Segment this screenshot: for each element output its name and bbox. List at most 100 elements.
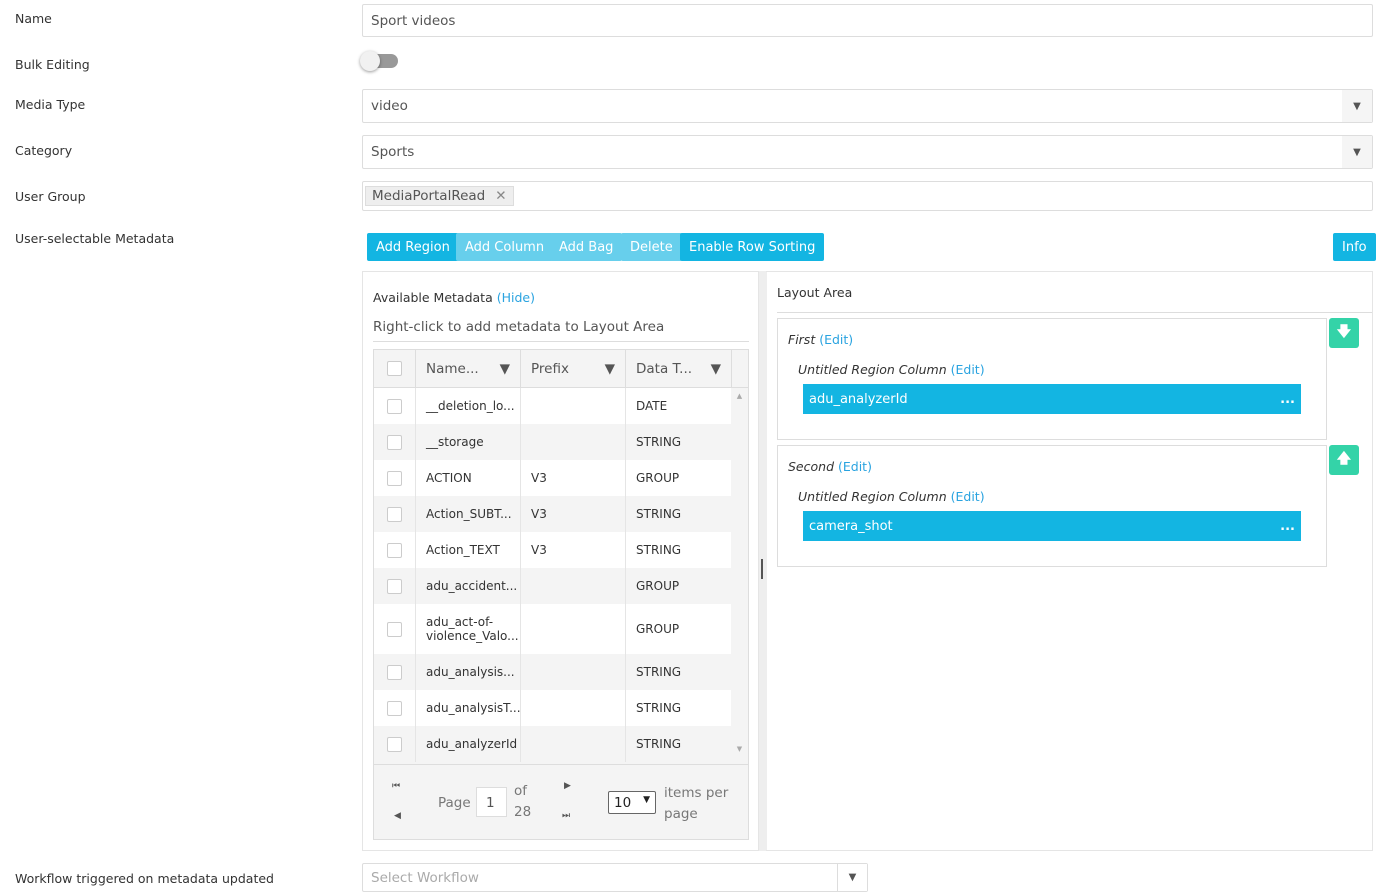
cell-data-type: STRING	[636, 507, 682, 521]
table-row[interactable]: __storage STRING	[374, 424, 731, 460]
cell-data-type: STRING	[636, 435, 682, 449]
edit-region-link[interactable]: (Edit)	[838, 459, 872, 474]
metadata-grid: Name... ▼ Prefix ▼ Data T... ▼ __deletion_l…	[373, 349, 749, 840]
column-data-type[interactable]: Data T... ▼	[626, 350, 732, 387]
edit-column-link[interactable]: (Edit)	[950, 362, 985, 377]
table-row[interactable]: adu_analysis... STRING	[374, 654, 731, 690]
prev-page-icon[interactable]: ◀	[394, 811, 401, 821]
region-column-title: Untitled Region Column (Edit)	[798, 362, 985, 377]
field-item-name: adu_analyzerId	[809, 391, 908, 407]
select-all-checkbox[interactable]	[387, 361, 402, 376]
row-checkbox[interactable]	[387, 621, 402, 637]
first-page-icon[interactable]: ⏮	[392, 781, 401, 791]
hide-link[interactable]: (Hide)	[496, 290, 535, 305]
row-checkbox[interactable]	[387, 700, 402, 716]
media-type-value: video	[371, 98, 408, 114]
user-group-label: User Group	[15, 189, 86, 204]
region-column-title: Untitled Region Column (Edit)	[798, 489, 985, 504]
cell-name: adu_analysis...	[416, 654, 521, 690]
row-checkbox[interactable]	[387, 578, 402, 594]
of-label: of	[514, 783, 528, 799]
field-item-name: camera_shot	[809, 518, 893, 534]
add-bag-button[interactable]: Add Bag	[550, 233, 623, 261]
column-prefix[interactable]: Prefix ▼	[521, 350, 626, 387]
filter-icon[interactable]: ▼	[604, 360, 615, 377]
row-checkbox[interactable]	[387, 434, 402, 450]
table-row[interactable]: __deletion_lo... DATE	[374, 388, 731, 424]
info-button[interactable]: Info	[1333, 233, 1376, 261]
row-checkbox[interactable]	[387, 736, 402, 752]
table-row[interactable]: adu_analysisT... STRING	[374, 690, 731, 726]
more-options-icon[interactable]: ...	[1280, 391, 1295, 407]
grid-header: Name... ▼ Prefix ▼ Data T... ▼	[374, 350, 748, 388]
user-group-tag: MediaPortalRead ✕	[365, 186, 514, 206]
metadata-label: User-selectable Metadata	[15, 231, 175, 246]
add-column-button[interactable]: Add Column	[456, 233, 554, 261]
cell-prefix: V3	[521, 532, 626, 568]
layout-region[interactable]: Second (Edit) Untitled Region Column (Ed…	[777, 445, 1327, 567]
cell-name: ACTION	[416, 460, 521, 496]
tag-label: MediaPortalRead	[372, 188, 486, 204]
table-row[interactable]: adu_analyzerId STRING	[374, 726, 731, 762]
layout-area-title: Layout Area	[777, 285, 1372, 313]
media-type-select[interactable]: video ▼	[362, 89, 1373, 123]
table-row[interactable]: adu_act-of-violence_Valo... GROUP	[374, 604, 731, 654]
category-select[interactable]: Sports ▼	[362, 135, 1373, 169]
arrow-down-icon[interactable]: 🡇	[1329, 318, 1359, 348]
cell-prefix	[521, 568, 626, 604]
cell-prefix: V3	[521, 460, 626, 496]
row-checkbox[interactable]	[387, 664, 402, 680]
row-checkbox[interactable]	[387, 398, 402, 414]
region-name: Second	[788, 459, 835, 474]
available-metadata-title: Available Metadata (Hide)	[373, 290, 535, 305]
edit-region-link[interactable]: (Edit)	[819, 332, 854, 347]
column-name: Untitled Region Column	[798, 362, 947, 377]
table-row[interactable]: Action_SUBT... V3 STRING	[374, 496, 731, 532]
arrow-up-icon[interactable]: 🡅	[1329, 445, 1359, 475]
more-options-icon[interactable]: ...	[1280, 518, 1295, 534]
user-group-multiselect[interactable]: MediaPortalRead ✕	[362, 181, 1373, 211]
next-page-icon[interactable]: ▶	[564, 781, 571, 791]
region-title: Second (Edit)	[788, 459, 872, 474]
page-input[interactable]: 1	[476, 787, 507, 817]
name-input[interactable]: Sport videos	[362, 4, 1373, 37]
cell-data-type: DATE	[636, 399, 668, 413]
workflow-select[interactable]: Select Workflow ▼	[362, 863, 868, 892]
close-icon[interactable]: ✕	[495, 188, 507, 204]
splitter[interactable]	[759, 271, 767, 851]
table-row[interactable]: ACTION V3 GROUP	[374, 460, 731, 496]
last-page-icon[interactable]: ⏭	[562, 811, 571, 821]
cell-data-type: STRING	[636, 665, 682, 679]
edit-column-link[interactable]: (Edit)	[950, 489, 985, 504]
row-checkbox[interactable]	[387, 470, 402, 486]
items-per-page-label: items per page	[664, 785, 729, 822]
grid-scrollbar[interactable]: ▲ ▼	[731, 388, 748, 764]
page-size-select[interactable]: 10 ▼	[608, 791, 656, 814]
row-checkbox[interactable]	[387, 506, 402, 522]
media-type-label: Media Type	[15, 97, 86, 112]
layout-region[interactable]: First (Edit) Untitled Region Column (Edi…	[777, 318, 1327, 440]
cell-prefix	[521, 604, 626, 654]
chevron-down-icon: ▼	[1342, 90, 1372, 122]
page-label: Page	[438, 795, 471, 811]
add-region-button[interactable]: Add Region	[367, 233, 459, 261]
bulk-editing-toggle[interactable]	[360, 51, 398, 71]
filter-icon[interactable]: ▼	[710, 360, 721, 377]
cell-data-type: STRING	[636, 701, 682, 715]
enable-row-sorting-button[interactable]: Enable Row Sorting	[680, 233, 825, 261]
filter-icon[interactable]: ▼	[499, 360, 510, 377]
layout-field-item[interactable]: camera_shot...	[803, 511, 1301, 541]
cell-prefix	[521, 690, 626, 726]
table-row[interactable]: adu_accident... GROUP	[374, 568, 731, 604]
column-name[interactable]: Name... ▼	[416, 350, 521, 387]
cell-name: __storage	[416, 424, 521, 460]
cell-data-type: GROUP	[636, 471, 680, 485]
layout-field-item[interactable]: adu_analyzerId...	[803, 384, 1301, 414]
table-row[interactable]: Action_TEXT V3 STRING	[374, 532, 731, 568]
column-label: Name...	[426, 360, 479, 377]
pager: ⏮ ◀ Page 1 of 28 ▶ ⏭ 10 ▼ items per page	[374, 764, 748, 839]
row-checkbox[interactable]	[387, 542, 402, 558]
region-name: First	[788, 332, 816, 347]
delete-button[interactable]: Delete	[621, 233, 682, 261]
cell-prefix	[521, 654, 626, 690]
